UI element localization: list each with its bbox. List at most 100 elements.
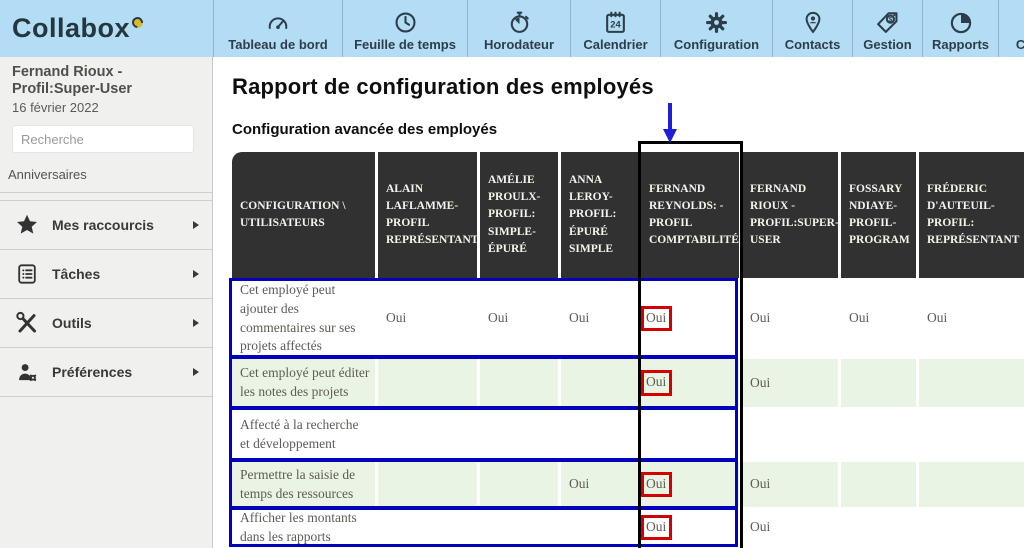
page-title: Rapport de configuration des employés — [232, 74, 654, 100]
sidebar-item-outils[interactable]: Outils — [0, 298, 212, 347]
table-row: Afficher les montants dans les rapports O… — [232, 510, 1024, 545]
nav-item-partial[interactable]: Co — [998, 0, 1024, 57]
clock-icon — [393, 9, 418, 36]
svg-text:24: 24 — [610, 20, 621, 30]
chevron-right-icon — [193, 270, 199, 278]
value-cell: Oui — [641, 510, 739, 545]
row-label: Cet employé peut éditer les notes des pr… — [232, 359, 375, 407]
logo-dot-icon — [130, 15, 145, 30]
column-header: FOSSARY NDIAYE- PROFIL- PROGRAM — [841, 152, 916, 278]
value-cell: Oui — [561, 462, 638, 507]
value-cell — [841, 510, 916, 545]
person-gear-icon — [15, 360, 39, 384]
row-label: Afficher les montants dans les rapports — [232, 510, 375, 545]
sidebar: Fernand Rioux - Profil:Super-User 16 fév… — [0, 57, 213, 548]
nav-item-calendrier[interactable]: 24 Calendrier — [570, 0, 660, 57]
value-cell — [919, 510, 1024, 545]
column-header: FERNAND REYNOLDS: - PROFIL COMPTABILITÉ — [641, 152, 739, 278]
nav-item-horodateur[interactable]: Horodateur — [467, 0, 570, 57]
value-cell: Oui — [742, 281, 838, 356]
anniversaries-link[interactable]: Anniversaires — [0, 153, 212, 192]
gauge-icon — [265, 9, 291, 36]
value-cell — [919, 462, 1024, 507]
nav-item-label: Tableau de bord — [228, 37, 327, 52]
value-cell — [919, 359, 1024, 407]
value-cell — [841, 462, 916, 507]
nav-item-label: Calendrier — [583, 37, 647, 52]
value-cell: Oui — [641, 359, 739, 407]
sidebar-item-label: Tâches — [52, 266, 100, 282]
value-cell: Oui — [742, 510, 838, 545]
sidebar-item-preferences[interactable]: Préférences — [0, 347, 212, 396]
row-label: Cet employé peut ajouter des commentaire… — [232, 281, 375, 356]
column-pointer-arrow — [662, 103, 678, 145]
value-cell — [641, 410, 739, 459]
tasks-list-icon — [15, 262, 39, 286]
search-input[interactable] — [12, 125, 194, 153]
collabox-app: Collabox Tableau de bord Feuille de temps… — [0, 0, 1024, 548]
star-icon — [15, 213, 39, 237]
value-cell — [561, 359, 638, 407]
nav-item-rapports[interactable]: Rapports — [922, 0, 998, 57]
column-header: FRÉDERIC D'AUTEUIL- PROFIL: REPRÉSENTANT — [919, 152, 1024, 278]
table-row: Cet employé peut ajouter des commentaire… — [232, 281, 1024, 356]
nav-item-label: Rapports — [932, 37, 989, 52]
value-cell — [378, 410, 477, 459]
column-header: ANNA LEROY- PROFIL: ÉPURÉ SIMPLE — [561, 152, 638, 278]
sidebar-divider — [0, 192, 212, 193]
row-label: Affecté à la recherche et développement — [232, 410, 375, 459]
value-cell — [561, 410, 638, 459]
column-header: ALAIN LAFLAMME- PROFIL REPRÉSENTANT — [378, 152, 477, 278]
value-cell: Oui — [561, 281, 638, 356]
nav-item-tableau-de-bord[interactable]: Tableau de bord — [213, 0, 342, 57]
sidebar-menu: Mes raccourcis Tâches Outils Préférences — [0, 200, 212, 397]
value-cell: Oui — [641, 281, 739, 356]
hidden — [1012, 9, 1024, 36]
calendar-icon: 24 — [603, 9, 628, 36]
page-subtitle: Configuration avancée des employés — [232, 121, 497, 138]
nav-item-gestion[interactable]: $Gestion — [852, 0, 922, 57]
logo-text: Collabox — [12, 13, 130, 44]
value-cell — [480, 410, 558, 459]
value-cell — [378, 510, 477, 545]
logo[interactable]: Collabox — [0, 0, 213, 57]
table-row: Affecté à la recherche et développement — [232, 410, 1024, 459]
table-row: Cet employé peut éditer les notes des pr… — [232, 359, 1024, 407]
value-cell: Oui — [742, 462, 838, 507]
table-corner-header: CONFIGURATION \ UTILISATEURS — [232, 152, 375, 278]
sidebar-item-mes-raccourcis[interactable]: Mes raccourcis — [0, 200, 212, 249]
chevron-right-icon — [193, 368, 199, 376]
value-cell — [742, 410, 838, 459]
red-highlight-box: Oui — [641, 472, 672, 498]
nav-item-label: Contacts — [785, 37, 841, 52]
sidebar-item-label: Outils — [52, 315, 92, 331]
sidebar-item-taches[interactable]: Tâches — [0, 249, 212, 298]
value-cell: Oui — [919, 281, 1024, 356]
profile-block: Fernand Rioux - Profil:Super-User 16 fév… — [0, 57, 212, 115]
profile-date: 16 février 2022 — [12, 100, 200, 115]
chevron-right-icon — [193, 319, 199, 327]
main-content: Rapport de configuration des employés Co… — [213, 57, 1024, 548]
sidebar-item-label: Préférences — [52, 364, 132, 380]
price-tag-icon: $ — [875, 9, 900, 36]
tools-icon — [15, 311, 39, 335]
nav-item-label: Co — [1016, 37, 1024, 52]
nav-item-label: Feuille de temps — [354, 37, 456, 52]
nav-item-feuille-de-temps[interactable]: Feuille de temps — [342, 0, 467, 57]
column-header: AMÉLIE PROULX- PROFIL: SIMPLE-ÉPURÉ — [480, 152, 558, 278]
value-cell: Oui — [742, 359, 838, 407]
search-box — [12, 125, 200, 153]
red-highlight-box: Oui — [641, 306, 672, 332]
table-header-row: CONFIGURATION \ UTILISATEURSALAIN LAFLAM… — [232, 152, 1024, 278]
value-cell: Oui — [641, 462, 739, 507]
pin-person-icon — [801, 9, 825, 36]
red-highlight-box: Oui — [641, 370, 672, 396]
value-cell: Oui — [841, 281, 916, 356]
value-cell — [480, 462, 558, 507]
value-cell — [480, 359, 558, 407]
nav-item-contacts[interactable]: Contacts — [772, 0, 852, 57]
pie-chart-icon — [948, 9, 974, 36]
row-label: Permettre la saisie de temps des ressour… — [232, 462, 375, 507]
nav-item-configuration[interactable]: Configuration — [660, 0, 772, 57]
nav-item-label: Configuration — [674, 37, 759, 52]
